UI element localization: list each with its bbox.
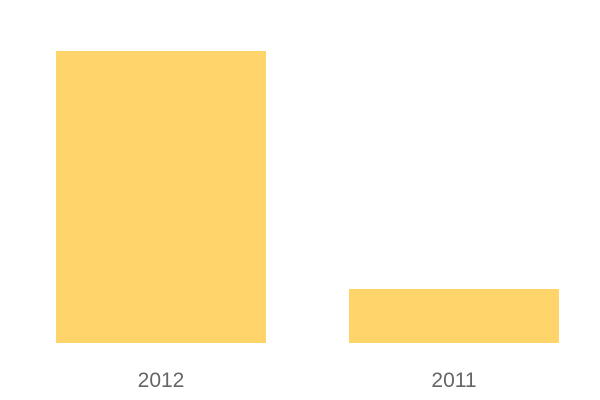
bar-2011 <box>349 288 559 343</box>
x-tick-label-2012: 2012 <box>138 369 185 392</box>
x-tick-labels: 2012 2011 <box>138 369 477 392</box>
x-tick-label-2011: 2011 <box>431 369 476 392</box>
bar-2012 <box>56 51 266 343</box>
bars <box>56 51 559 343</box>
